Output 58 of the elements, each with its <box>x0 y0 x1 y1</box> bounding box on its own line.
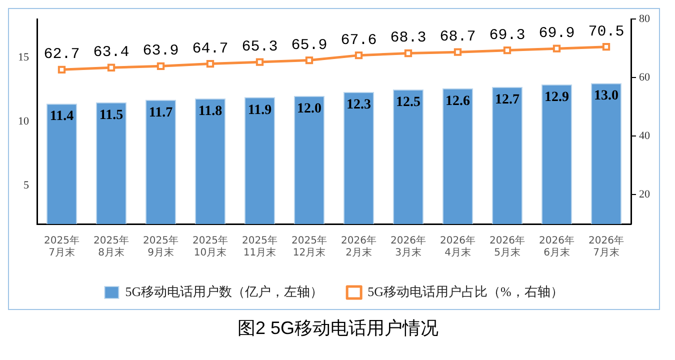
data-label: 12.3 <box>346 98 371 113</box>
legend-label: 5G移动电话用户占比（%，右轴） <box>368 284 564 299</box>
data-label: 63.9 <box>142 42 179 60</box>
x-tick-label: 2026年 5月末 <box>490 234 525 259</box>
x-tick-label: 2026年 6月末 <box>539 234 574 259</box>
point <box>107 64 116 72</box>
y2-tick-label: 20 <box>639 188 650 201</box>
x-tick-label: 2025年 9月末 <box>143 234 178 259</box>
point <box>206 60 214 68</box>
point <box>503 46 512 54</box>
data-label: 69.9 <box>538 25 575 42</box>
point <box>454 48 462 56</box>
point <box>256 58 264 66</box>
data-label: 12.5 <box>396 95 420 110</box>
x-tick-label: 2025年 7月末 <box>44 234 80 259</box>
x-tick-label: 2025年 12月末 <box>292 234 327 259</box>
x-tick-label: 2026年 2月末 <box>341 234 376 259</box>
data-label: 70.5 <box>588 23 624 40</box>
x-tick-label: 2025年 11月末 <box>242 234 278 259</box>
y2-tick-label: 80 <box>639 12 650 25</box>
x-tick-label: 2026年 7月末 <box>588 234 624 259</box>
text: 图2 5G移动电话用户情况 <box>236 317 440 340</box>
data-label: 64.7 <box>192 40 228 58</box>
data-label: 12.0 <box>297 101 322 116</box>
data-label: 12.7 <box>495 92 520 108</box>
data-label: 11.5 <box>99 108 124 123</box>
y2-tick-label: 60 <box>639 71 650 84</box>
data-label: 63.4 <box>93 44 130 62</box>
data-label: 65.9 <box>291 36 328 54</box>
data-label: 11.8 <box>198 104 222 120</box>
data-label: 12.6 <box>446 94 470 109</box>
data-label: 11.4 <box>50 109 74 124</box>
data-label: 68.3 <box>390 30 426 47</box>
point <box>404 49 412 58</box>
data-label: 12.9 <box>544 90 569 105</box>
data-label: 68.7 <box>440 28 476 46</box>
data-label: 11.7 <box>148 105 173 120</box>
data-label: 67.6 <box>340 32 377 49</box>
point <box>354 51 363 60</box>
data-label: 69.3 <box>489 26 526 44</box>
data-label: 11.9 <box>248 102 272 118</box>
point <box>58 66 66 74</box>
data-label: 13.0 <box>594 88 618 104</box>
y-tick-label: 15 <box>18 51 30 64</box>
point <box>552 44 561 52</box>
x-tick-label: 2026年 3月末 <box>390 234 426 259</box>
y-tick-label: 5 <box>24 179 30 192</box>
x-tick-label: 2025年 10月末 <box>192 234 228 259</box>
y-tick-label: 10 <box>18 115 30 128</box>
data-label: 62.7 <box>44 46 80 64</box>
y2-tick-label: 40 <box>639 130 650 142</box>
point <box>305 56 314 64</box>
data-label: 65.3 <box>242 38 278 56</box>
legend-label: 5G移动电话用户数（亿户，左轴） <box>125 284 324 299</box>
x-tick-label: 2025年 8月末 <box>94 234 129 259</box>
point <box>156 62 165 70</box>
x-tick-label: 2026年 4月末 <box>440 234 476 259</box>
point <box>602 42 610 51</box>
